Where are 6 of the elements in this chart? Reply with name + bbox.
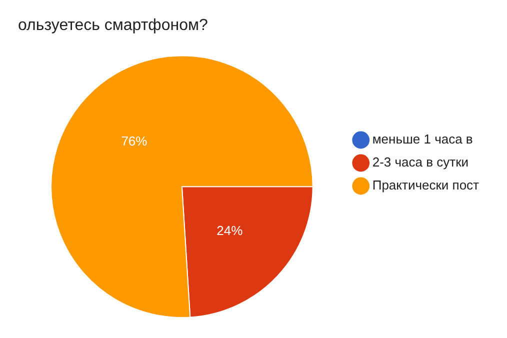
data-label: 24% [216,222,244,238]
chart-title: ользуетесь смартфоном? [18,17,208,34]
data-label: 76% [121,133,148,148]
legend-label: меньше 1 часа в [372,132,473,147]
legend-label: 2-3 часа в сутки [372,154,469,170]
legend-label: Практически пост [372,178,480,193]
